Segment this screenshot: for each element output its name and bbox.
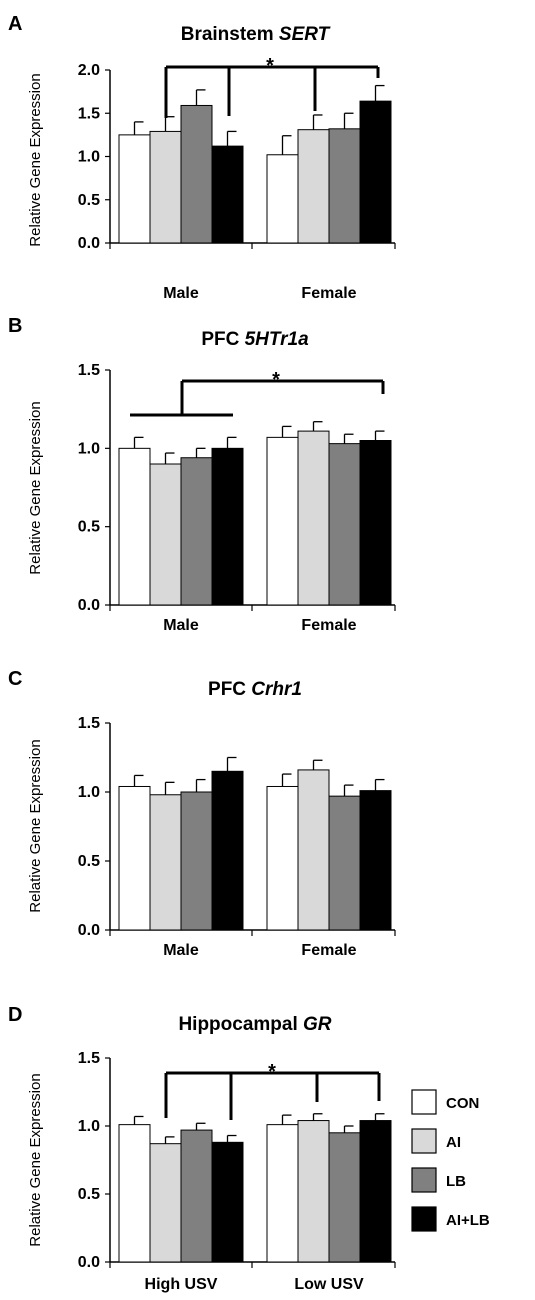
y-tick-label: 1.0 xyxy=(78,149,100,166)
bar xyxy=(149,130,182,244)
bar xyxy=(149,794,182,931)
panel-a: A Brainstem SERT Relative Gene Expression 0… xyxy=(8,13,396,302)
y-tick-label: 2.0 xyxy=(78,62,100,79)
bar xyxy=(359,100,392,244)
y-tick-label: 0.5 xyxy=(78,853,100,870)
legend-swatch xyxy=(411,1206,437,1232)
y-tick-label: 0.0 xyxy=(78,1254,100,1271)
legend: CON AI LB AI+LB xyxy=(411,1089,490,1232)
bar xyxy=(118,785,151,931)
category-label: Low USV xyxy=(294,1276,364,1293)
bar xyxy=(297,1120,330,1263)
panel-letter: D xyxy=(8,1004,22,1026)
y-tick-label: 1.5 xyxy=(78,715,100,732)
y-axis-label: Relative Gene Expression xyxy=(27,739,44,912)
significance-star: * xyxy=(266,55,274,77)
category-label: Female xyxy=(301,942,356,959)
legend-swatch xyxy=(411,1128,437,1154)
bar xyxy=(328,1132,361,1263)
y-tick-label: 1.0 xyxy=(78,440,100,457)
category-label: Female xyxy=(301,617,356,634)
bar xyxy=(328,128,361,244)
legend-label: AI xyxy=(446,1134,461,1151)
significance-star: * xyxy=(272,369,280,391)
category-label: Male xyxy=(163,942,199,959)
y-tick-label: 1.5 xyxy=(78,105,100,122)
bar xyxy=(211,770,244,931)
bar xyxy=(180,104,213,244)
y-tick-label: 0.0 xyxy=(78,922,100,939)
bar xyxy=(297,430,330,606)
y-axis-label: Relative Gene Expression xyxy=(27,401,44,574)
significance-star: * xyxy=(268,1061,276,1083)
category-label: High USV xyxy=(145,1276,218,1293)
panel-c: C PFC Crhr1 Relative Gene Expression 0.0 0.5… xyxy=(8,668,396,959)
chart-title: Hippocampal GR xyxy=(178,1014,331,1035)
y-tick-label: 1.5 xyxy=(78,362,100,379)
bar xyxy=(118,134,151,244)
y-axis-label: Relative Gene Expression xyxy=(27,1073,44,1246)
category-label: Male xyxy=(163,285,199,302)
legend-swatch xyxy=(411,1089,437,1115)
bar xyxy=(359,440,392,606)
y-tick-label: 0.0 xyxy=(78,235,100,252)
y-tick-label: 0.5 xyxy=(78,192,100,209)
bar xyxy=(266,436,299,606)
legend-label: LB xyxy=(446,1173,466,1190)
bar xyxy=(359,790,392,931)
bar xyxy=(211,447,244,606)
chart-title: PFC 5HTr1a xyxy=(201,329,309,350)
bar xyxy=(118,1124,151,1263)
y-axis-label: Relative Gene Expression xyxy=(27,73,44,246)
y-tick-label: 1.5 xyxy=(78,1050,100,1067)
bar xyxy=(118,447,151,606)
bar xyxy=(359,1120,392,1263)
legend-label: AI+LB xyxy=(446,1212,490,1229)
bar xyxy=(149,1143,182,1263)
legend-label: CON xyxy=(446,1095,479,1112)
panel-letter: C xyxy=(8,668,22,690)
bar xyxy=(149,463,182,606)
bar xyxy=(297,129,330,244)
panel-d: D Hippocampal GR Relative Gene Expression 0… xyxy=(8,1004,396,1293)
bar xyxy=(297,769,330,931)
bar xyxy=(180,457,213,606)
bar xyxy=(328,443,361,606)
legend-swatch xyxy=(411,1167,437,1193)
y-tick-label: 0.0 xyxy=(78,597,100,614)
bar xyxy=(266,154,299,244)
category-label: Female xyxy=(301,285,356,302)
panel-letter: A xyxy=(8,13,22,35)
panel-b: B PFC 5HTr1a Relative Gene Expression 0.0 0.… xyxy=(8,315,396,634)
y-tick-label: 1.0 xyxy=(78,1118,100,1135)
chart-title: PFC Crhr1 xyxy=(208,679,302,700)
chart-title: Brainstem SERT xyxy=(181,24,331,45)
bar xyxy=(266,785,299,931)
bar xyxy=(211,145,244,244)
bar xyxy=(180,791,213,931)
y-tick-label: 0.5 xyxy=(78,519,100,536)
bar xyxy=(211,1141,244,1263)
category-label: Male xyxy=(163,617,199,634)
bar xyxy=(266,1124,299,1263)
panel-letter: B xyxy=(8,315,22,337)
bar xyxy=(180,1129,213,1263)
y-tick-label: 0.5 xyxy=(78,1186,100,1203)
bar xyxy=(328,795,361,931)
y-tick-label: 1.0 xyxy=(78,784,100,801)
